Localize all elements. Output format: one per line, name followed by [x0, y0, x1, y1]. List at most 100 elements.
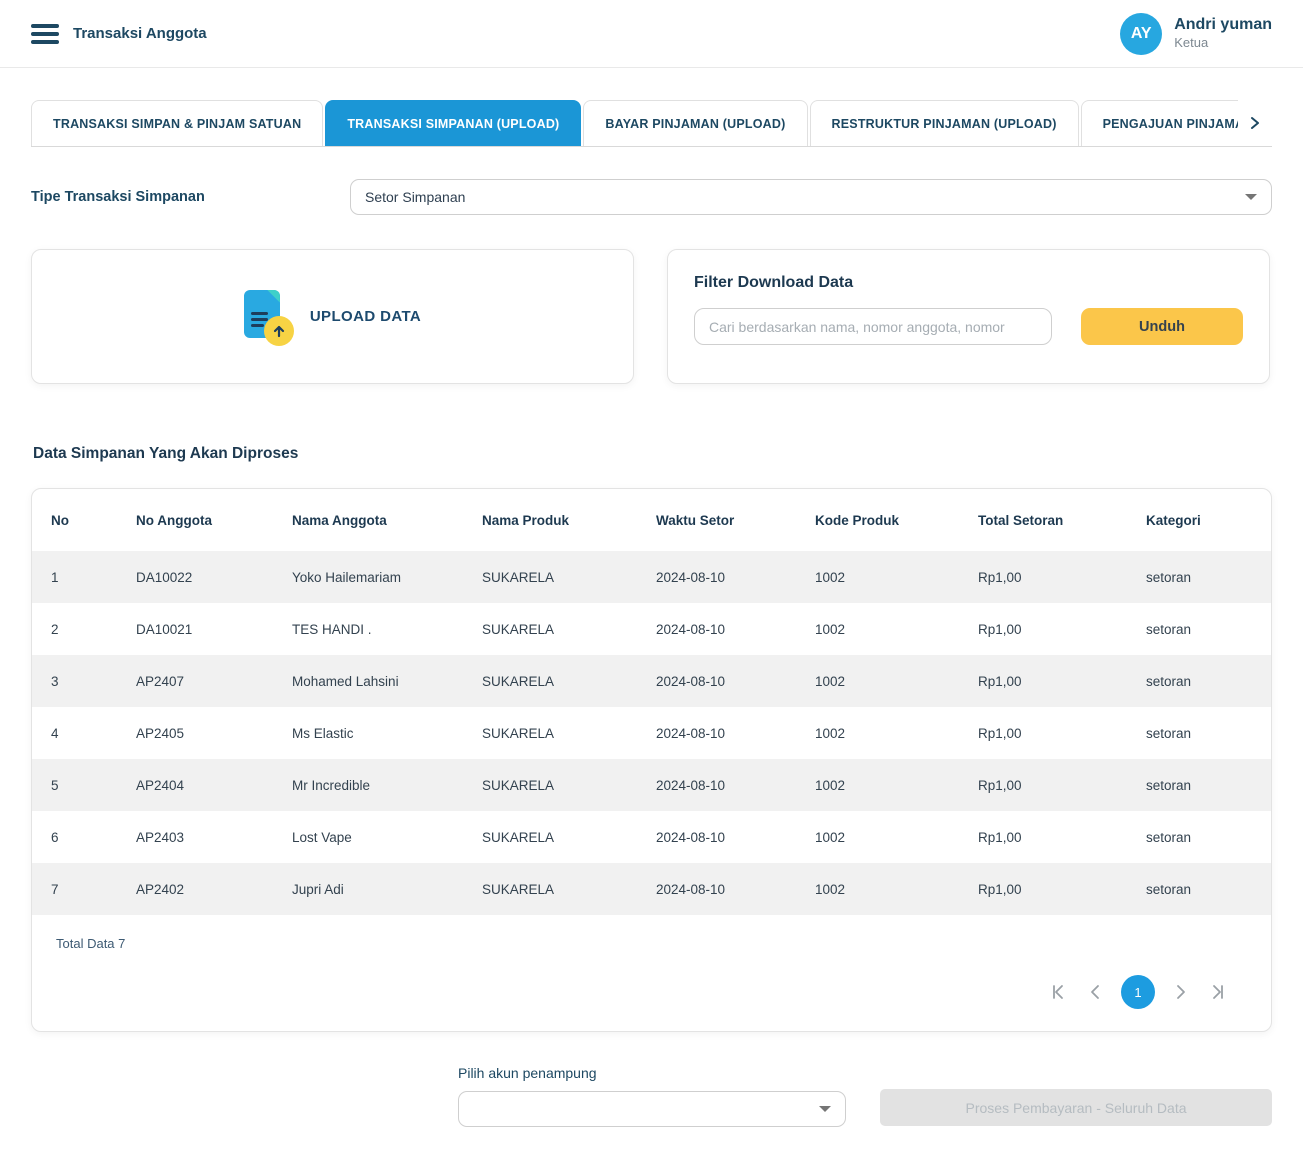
upload-data-button[interactable]: UPLOAD DATA [31, 249, 634, 384]
column-header-kategori: Kategori [1146, 512, 1201, 528]
column-header-no: No [51, 512, 69, 528]
unduh-button[interactable]: Unduh [1081, 308, 1243, 345]
page-title: Transaksi Anggota [73, 25, 207, 42]
cell-waktu_setor: 2024-08-10 [656, 621, 726, 637]
table-row: 5 AP2404 Mr Incredible SUKARELA 2024-08-10 10… [32, 759, 1271, 811]
chevron-right-icon [1248, 116, 1262, 130]
tab-1[interactable]: TRANSAKSI SIMPAN & PINJAM SATUAN [31, 100, 324, 146]
cell-nama_anggota: Mr Incredible [292, 777, 371, 793]
cell-waktu_setor: 2024-08-10 [656, 673, 726, 689]
cell-nama_anggota: TES HANDI . [292, 621, 372, 637]
column-header-waktu_setor: Waktu Setor [656, 512, 735, 528]
last-page-icon [1210, 984, 1226, 1000]
chevron-down-icon [1245, 194, 1257, 200]
cell-nama_produk: SUKARELA [482, 569, 555, 585]
cell-kategori: setoran [1146, 829, 1192, 845]
cell-nama_produk: SUKARELA [482, 673, 555, 689]
cell-total_setoran: Rp1,00 [978, 829, 1022, 845]
column-header-no_anggota: No Anggota [136, 512, 212, 528]
cell-no_anggota: AP2404 [136, 777, 185, 793]
cell-no: 6 [51, 829, 59, 845]
cell-kategori: setoran [1146, 881, 1192, 897]
tipe-transaksi-label: Tipe Transaksi Simpanan [31, 189, 205, 205]
chevron-left-icon [1088, 984, 1104, 1000]
next-page-button[interactable] [1167, 979, 1193, 1005]
chevron-right-icon [1172, 984, 1188, 1000]
cell-kategori: setoran [1146, 777, 1192, 793]
cell-nama_produk: SUKARELA [482, 777, 555, 793]
chevron-down-icon [819, 1106, 831, 1112]
cell-kode_produk: 1002 [815, 569, 846, 585]
hamburger-menu-icon[interactable] [31, 20, 59, 48]
user-menu[interactable]: AY Andri yuman Ketua [1120, 12, 1272, 55]
cell-no_anggota: AP2407 [136, 673, 185, 689]
cell-total_setoran: Rp1,00 [978, 725, 1022, 741]
bottom-controls: Pilih akun penampung Proses Pembayaran -… [0, 1065, 1272, 1127]
cell-kategori: setoran [1146, 621, 1192, 637]
column-header-nama_anggota: Nama Anggota [292, 512, 387, 528]
table-row: 4 AP2405 Ms Elastic SUKARELA 2024-08-10 1002 R… [32, 707, 1271, 759]
cell-no: 2 [51, 621, 59, 637]
first-page-icon [1050, 984, 1066, 1000]
table-row: 1 DA10022 Yoko Hailemariam SUKARELA 2024-08-… [32, 551, 1271, 603]
cell-waktu_setor: 2024-08-10 [656, 881, 726, 897]
cell-kode_produk: 1002 [815, 621, 846, 637]
cell-kode_produk: 1002 [815, 881, 846, 897]
table-row: 6 AP2403 Lost Vape SUKARELA 2024-08-10 1002 Rp… [32, 811, 1271, 863]
cell-no_anggota: AP2402 [136, 881, 185, 897]
cell-no: 7 [51, 881, 59, 897]
cell-no: 3 [51, 673, 59, 689]
cell-nama_anggota: Yoko Hailemariam [292, 569, 402, 585]
cell-waktu_setor: 2024-08-10 [656, 725, 726, 741]
cell-nama_anggota: Mohamed Lahsini [292, 673, 399, 689]
table-row: 2 DA10021 TES HANDI . SUKARELA 2024-08-10 100… [32, 603, 1271, 655]
table-row: 7 AP2402 Jupri Adi SUKARELA 2024-08-10 1002 Rp… [32, 863, 1271, 915]
cell-total_setoran: Rp1,00 [978, 621, 1022, 637]
cell-no_anggota: AP2405 [136, 725, 185, 741]
tipe-transaksi-row: Tipe Transaksi Simpanan Setor Simpanan [31, 179, 1272, 215]
cell-kode_produk: 1002 [815, 673, 846, 689]
cell-no: 4 [51, 725, 59, 741]
cell-nama_produk: SUKARELA [482, 829, 555, 845]
cell-waktu_setor: 2024-08-10 [656, 569, 726, 585]
tab-bar: TRANSAKSI SIMPAN & PINJAM SATUAN TRANSAKS… [31, 100, 1272, 147]
akun-penampung-label: Pilih akun penampung [458, 1065, 597, 1081]
first-page-button[interactable] [1045, 979, 1071, 1005]
tab-2[interactable]: TRANSAKSI SIMPANAN (UPLOAD) [325, 100, 582, 146]
cell-kode_produk: 1002 [815, 829, 846, 845]
cell-no_anggota: DA10021 [136, 621, 193, 637]
current-page-button[interactable]: 1 [1121, 975, 1155, 1009]
filter-download-card: Filter Download Data Unduh [667, 249, 1270, 384]
cell-nama_produk: SUKARELA [482, 725, 555, 741]
tab-3[interactable]: BAYAR PINJAMAN (UPLOAD) [583, 100, 808, 146]
top-bar: Transaksi Anggota AY Andri yuman Ketua [0, 0, 1303, 68]
tab-5[interactable]: PENGAJUAN PINJAMA [1080, 100, 1267, 146]
tab-4[interactable]: RESTRUKTUR PINJAMAN (UPLOAD) [809, 100, 1079, 146]
avatar[interactable]: AY [1120, 12, 1163, 55]
prev-page-button[interactable] [1083, 979, 1109, 1005]
upload-file-icon [243, 289, 294, 346]
cell-no_anggota: AP2403 [136, 829, 185, 845]
search-input[interactable] [694, 308, 1052, 345]
proses-pembayaran-button[interactable]: Proses Pembayaran - Seluruh Data [880, 1089, 1272, 1126]
table-body: 1 DA10022 Yoko Hailemariam SUKARELA 2024-08-… [32, 551, 1271, 915]
column-header-nama_produk: Nama Produk [482, 512, 570, 528]
akun-penampung-select[interactable] [458, 1091, 846, 1127]
cell-no: 1 [51, 569, 59, 585]
tabs-scroll-next-button[interactable] [1238, 100, 1272, 146]
column-header-kode_produk: Kode Produk [815, 512, 900, 528]
cell-kategori: setoran [1146, 725, 1192, 741]
cell-nama_anggota: Lost Vape [292, 829, 352, 845]
cell-kode_produk: 1002 [815, 777, 846, 793]
cell-nama_produk: SUKARELA [482, 621, 555, 637]
cell-total_setoran: Rp1,00 [978, 881, 1022, 897]
cell-total_setoran: Rp1,00 [978, 777, 1022, 793]
upload-arrow-icon [263, 315, 294, 346]
user-name: Andri yuman [1174, 16, 1272, 34]
cell-kategori: setoran [1146, 673, 1192, 689]
tipe-simpanan-select[interactable]: Setor Simpanan [350, 179, 1272, 215]
table-section-title: Data Simpanan Yang Akan Diproses [33, 445, 299, 462]
cell-no: 5 [51, 777, 59, 793]
last-page-button[interactable] [1205, 979, 1231, 1005]
upload-data-label: UPLOAD DATA [309, 308, 422, 325]
